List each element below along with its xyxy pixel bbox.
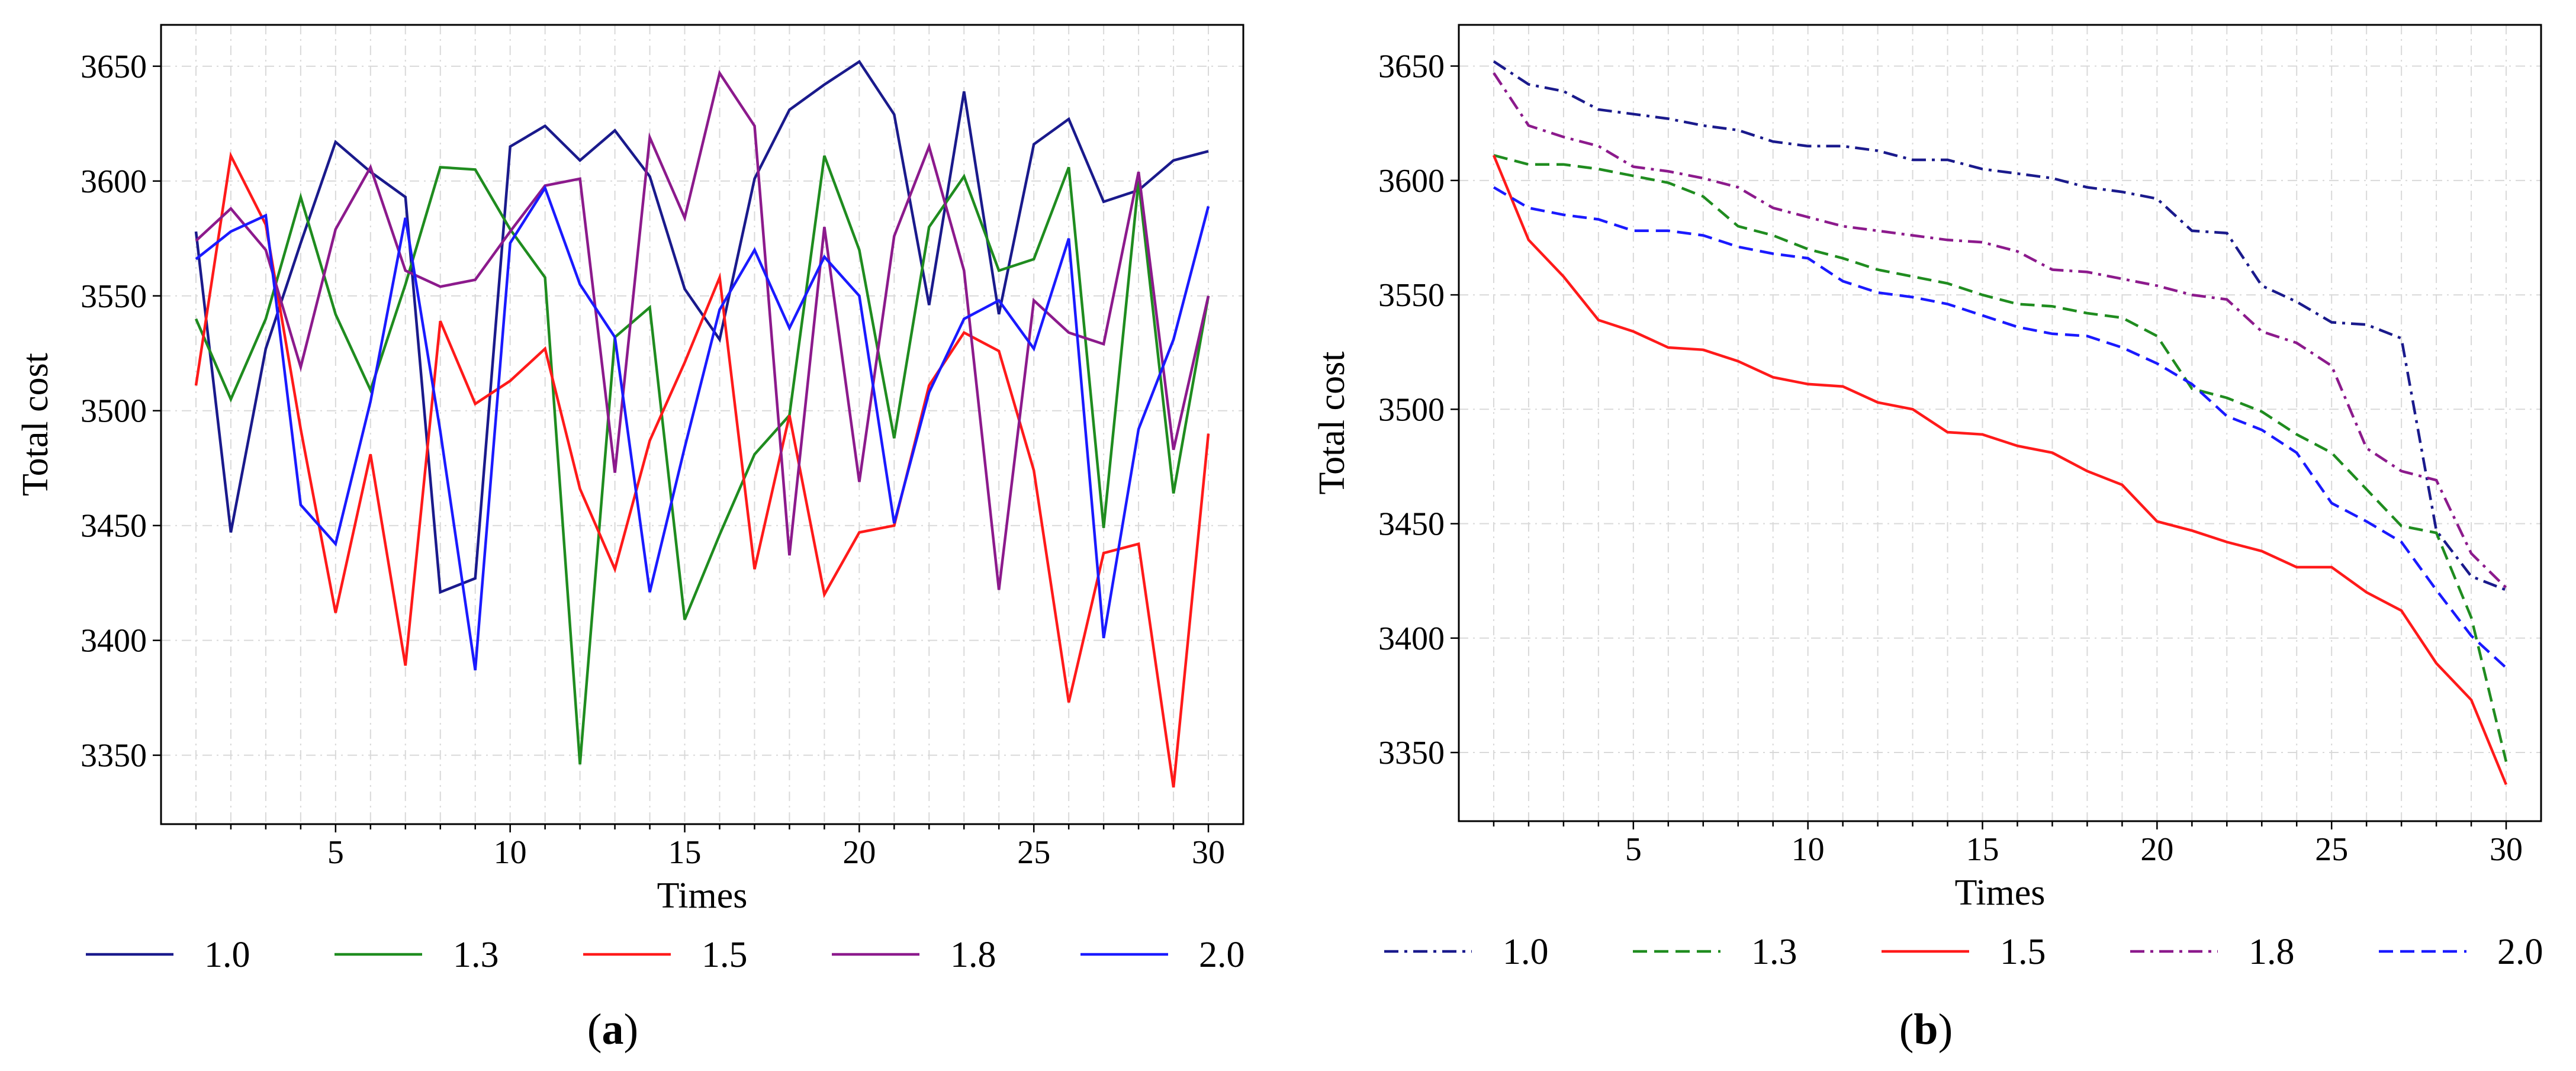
y-tick-label: 3400 (1378, 620, 1445, 657)
series-line-1-5 (1492, 155, 2508, 786)
legend-label-1-5: 1.5 (702, 935, 748, 975)
y-tick-label: 3550 (1378, 277, 1445, 314)
series-line-1-0 (194, 59, 1209, 594)
y-tick-label: 3500 (1378, 391, 1445, 428)
x-axis-label: Times (1955, 873, 2046, 913)
panel-caption: (b) (1899, 1005, 1953, 1054)
x-tick-label: 15 (668, 834, 702, 871)
legend-label-2-0: 2.0 (2497, 932, 2543, 972)
caption-paren-close: ) (624, 1005, 639, 1054)
legend: 1.0 1.3 1.5 1.8 2.0 (86, 935, 1245, 975)
x-tick-label: 20 (842, 834, 876, 871)
caption-paren-open: ( (1899, 1005, 1914, 1054)
plot-frame (1458, 24, 2542, 822)
x-tick-label: 30 (1192, 834, 1225, 871)
x-tick-label: 15 (1966, 831, 1999, 868)
legend: 1.0 1.3 1.5 1.8 2.0 (1384, 932, 2543, 972)
x-tick-label: 30 (2490, 831, 2523, 868)
y-axis-label: Total cost (1312, 352, 1352, 495)
legend-label-1-8: 1.8 (950, 935, 996, 975)
series-line-1-3 (1493, 154, 2508, 763)
y-tick-label: 3350 (1378, 735, 1445, 771)
series-line-1-8 (195, 69, 1210, 590)
x-tick-label: 10 (1792, 831, 1825, 868)
y-tick-label: 3450 (1378, 506, 1445, 543)
legend-label-1-0: 1.0 (1503, 932, 1549, 972)
series-line-1-3 (194, 155, 1210, 765)
panel-b: 5 10 15 20 25 30 3350 3400 3450 3500 3550 3600 3650 T… (1312, 24, 2543, 1054)
y-axis-label: Total cost (15, 353, 56, 496)
x-axis-label: Times (657, 876, 748, 916)
series-line-1-0 (1493, 60, 2507, 591)
legend-label-1-0: 1.0 (204, 935, 250, 975)
legend-label-1-8: 1.8 (2249, 932, 2295, 972)
x-tick-label: 25 (2315, 831, 2348, 868)
legend-label-1-3: 1.3 (453, 935, 499, 975)
y-tick-label: 3450 (81, 508, 147, 545)
panel-caption: (a) (587, 1005, 638, 1054)
panel-label: a (602, 1005, 624, 1054)
legend-label-2-0: 2.0 (1199, 935, 1245, 975)
legend-label-1-5: 1.5 (2000, 932, 2046, 972)
panel-a: 5 10 15 20 25 30 3350 3400 3450 3500 3550 3600 3650 T… (15, 24, 1245, 1054)
series-line-2-0 (1493, 186, 2507, 669)
y-tick-label: 3400 (81, 623, 147, 660)
caption-paren-close: ) (1938, 1005, 1953, 1054)
x-tick-label: 25 (1017, 834, 1050, 871)
series-line-1-5 (194, 151, 1210, 788)
caption-paren-open: ( (587, 1005, 602, 1054)
panel-label: b (1913, 1005, 1938, 1054)
y-tick-label: 3650 (1378, 49, 1445, 85)
x-tick-label: 20 (2140, 831, 2173, 868)
y-tick-label: 3600 (1378, 163, 1445, 200)
legend-label-1-3: 1.3 (1751, 932, 1797, 972)
plot-frame (160, 24, 1244, 825)
y-tick-label: 3550 (81, 278, 147, 315)
y-tick-label: 3350 (81, 738, 147, 774)
y-tick-label: 3600 (81, 163, 147, 200)
series-line-2-0 (195, 185, 1210, 671)
x-tick-label: 10 (494, 834, 527, 871)
series-line-1-8 (1493, 72, 2507, 589)
y-tick-label: 3500 (81, 393, 147, 430)
x-tick-label: 5 (1625, 831, 1642, 868)
x-tick-label: 5 (327, 834, 344, 871)
y-tick-label: 3650 (81, 49, 147, 85)
